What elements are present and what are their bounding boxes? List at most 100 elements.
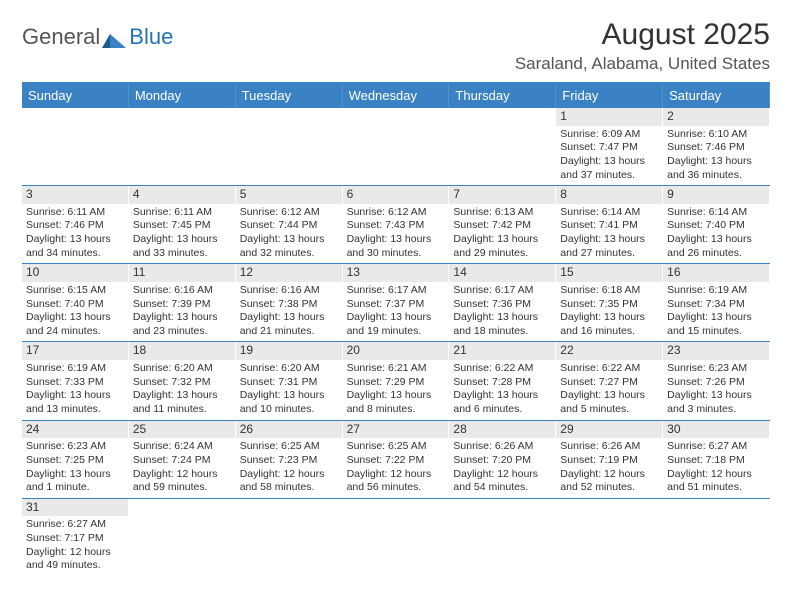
sunset-text: Sunset: 7:46 PM	[667, 141, 765, 155]
day-number: 28	[449, 421, 555, 439]
sunrise-text: Sunrise: 6:26 AM	[453, 440, 551, 454]
sunrise-text: Sunrise: 6:09 AM	[560, 128, 658, 142]
calendar-cell-empty	[343, 499, 450, 576]
week-row: 24Sunrise: 6:23 AMSunset: 7:25 PMDayligh…	[22, 421, 770, 499]
daylight-text: Daylight: 12 hours and 54 minutes.	[453, 468, 551, 495]
calendar-cell-empty	[22, 108, 129, 185]
daylight-text: Daylight: 13 hours and 24 minutes.	[26, 311, 124, 338]
sunset-text: Sunset: 7:40 PM	[26, 298, 124, 312]
dayheader-tue: Tuesday	[236, 83, 343, 108]
sunset-text: Sunset: 7:46 PM	[26, 219, 124, 233]
calendar-cell: 20Sunrise: 6:21 AMSunset: 7:29 PMDayligh…	[343, 342, 450, 419]
daylight-text: Daylight: 13 hours and 3 minutes.	[667, 389, 765, 416]
day-number: 12	[236, 264, 342, 282]
sunrise-text: Sunrise: 6:19 AM	[667, 284, 765, 298]
calendar-cell-empty	[449, 499, 556, 576]
calendar-cell: 2Sunrise: 6:10 AMSunset: 7:46 PMDaylight…	[663, 108, 770, 185]
calendar-cell: 12Sunrise: 6:16 AMSunset: 7:38 PMDayligh…	[236, 264, 343, 341]
calendar-cell: 7Sunrise: 6:13 AMSunset: 7:42 PMDaylight…	[449, 186, 556, 263]
sunrise-text: Sunrise: 6:16 AM	[133, 284, 231, 298]
sunset-text: Sunset: 7:18 PM	[667, 454, 765, 468]
day-number: 29	[556, 421, 662, 439]
sunset-text: Sunset: 7:17 PM	[26, 532, 124, 546]
calendar-cell-empty	[129, 108, 236, 185]
calendar-cell: 21Sunrise: 6:22 AMSunset: 7:28 PMDayligh…	[449, 342, 556, 419]
day-number: 20	[343, 342, 449, 360]
week-row: 1Sunrise: 6:09 AMSunset: 7:47 PMDaylight…	[22, 108, 770, 186]
week-row: 10Sunrise: 6:15 AMSunset: 7:40 PMDayligh…	[22, 264, 770, 342]
day-number: 26	[236, 421, 342, 439]
daylight-text: Daylight: 13 hours and 37 minutes.	[560, 155, 658, 182]
day-number: 14	[449, 264, 555, 282]
header: General Blue August 2025 Saraland, Alaba…	[22, 18, 770, 74]
sunset-text: Sunset: 7:29 PM	[347, 376, 445, 390]
sunrise-text: Sunrise: 6:13 AM	[453, 206, 551, 220]
daylight-text: Daylight: 13 hours and 16 minutes.	[560, 311, 658, 338]
sunrise-text: Sunrise: 6:25 AM	[240, 440, 338, 454]
day-number: 2	[663, 108, 769, 126]
daylight-text: Daylight: 12 hours and 52 minutes.	[560, 468, 658, 495]
calendar-cell: 5Sunrise: 6:12 AMSunset: 7:44 PMDaylight…	[236, 186, 343, 263]
daylight-text: Daylight: 13 hours and 8 minutes.	[347, 389, 445, 416]
dayheader-thu: Thursday	[449, 83, 556, 108]
sunrise-text: Sunrise: 6:14 AM	[560, 206, 658, 220]
calendar-cell: 15Sunrise: 6:18 AMSunset: 7:35 PMDayligh…	[556, 264, 663, 341]
sunrise-text: Sunrise: 6:11 AM	[133, 206, 231, 220]
sunrise-text: Sunrise: 6:16 AM	[240, 284, 338, 298]
day-number: 31	[22, 499, 128, 517]
day-number: 5	[236, 186, 342, 204]
day-number: 8	[556, 186, 662, 204]
day-number: 16	[663, 264, 769, 282]
sunrise-text: Sunrise: 6:19 AM	[26, 362, 124, 376]
sunset-text: Sunset: 7:31 PM	[240, 376, 338, 390]
daylight-text: Daylight: 13 hours and 23 minutes.	[133, 311, 231, 338]
calendar-cell: 10Sunrise: 6:15 AMSunset: 7:40 PMDayligh…	[22, 264, 129, 341]
calendar-cell: 3Sunrise: 6:11 AMSunset: 7:46 PMDaylight…	[22, 186, 129, 263]
daylight-text: Daylight: 13 hours and 15 minutes.	[667, 311, 765, 338]
sunset-text: Sunset: 7:42 PM	[453, 219, 551, 233]
day-number: 10	[22, 264, 128, 282]
day-number: 24	[22, 421, 128, 439]
calendar-cell: 16 Sunrise: 6:19 AMSunset: 7:34 PMDayligh…	[663, 264, 770, 341]
calendar-cell: 29Sunrise: 6:26 AMSunset: 7:19 PMDayligh…	[556, 421, 663, 498]
dayheader-fri: Friday	[556, 83, 663, 108]
daylight-text: Daylight: 13 hours and 13 minutes.	[26, 389, 124, 416]
calendar-cell: 19Sunrise: 6:20 AMSunset: 7:31 PMDayligh…	[236, 342, 343, 419]
calendar-cell-empty	[343, 108, 450, 185]
sunrise-text: Sunrise: 6:22 AM	[560, 362, 658, 376]
daylight-text: Daylight: 13 hours and 26 minutes.	[667, 233, 765, 260]
calendar-cell: 9Sunrise: 6:14 AMSunset: 7:40 PMDaylight…	[663, 186, 770, 263]
day-number: 9	[663, 186, 769, 204]
daylight-text: Daylight: 12 hours and 59 minutes.	[133, 468, 231, 495]
calendar-cell: 28Sunrise: 6:26 AMSunset: 7:20 PMDayligh…	[449, 421, 556, 498]
day-number: 6	[343, 186, 449, 204]
sunset-text: Sunset: 7:44 PM	[240, 219, 338, 233]
dayheader-mon: Monday	[129, 83, 236, 108]
day-number: 19	[236, 342, 342, 360]
daylight-text: Daylight: 13 hours and 5 minutes.	[560, 389, 658, 416]
calendar-cell: 18Sunrise: 6:20 AMSunset: 7:32 PMDayligh…	[129, 342, 236, 419]
day-number: 15	[556, 264, 662, 282]
daylight-text: Daylight: 12 hours and 56 minutes.	[347, 468, 445, 495]
daylight-text: Daylight: 13 hours and 10 minutes.	[240, 389, 338, 416]
daylight-text: Daylight: 13 hours and 32 minutes.	[240, 233, 338, 260]
sunset-text: Sunset: 7:47 PM	[560, 141, 658, 155]
calendar-cell: 4Sunrise: 6:11 AMSunset: 7:45 PMDaylight…	[129, 186, 236, 263]
calendar-cell: 17Sunrise: 6:19 AMSunset: 7:33 PMDayligh…	[22, 342, 129, 419]
dayheader-sat: Saturday	[663, 83, 770, 108]
daylight-text: Daylight: 13 hours and 36 minutes.	[667, 155, 765, 182]
sunset-text: Sunset: 7:33 PM	[26, 376, 124, 390]
calendar-cell: 27Sunrise: 6:25 AMSunset: 7:22 PMDayligh…	[343, 421, 450, 498]
sunset-text: Sunset: 7:34 PM	[667, 298, 765, 312]
sunset-text: Sunset: 7:23 PM	[240, 454, 338, 468]
day-number: 13	[343, 264, 449, 282]
daylight-text: Daylight: 12 hours and 49 minutes.	[26, 546, 124, 573]
title-block: August 2025 Saraland, Alabama, United St…	[515, 18, 770, 74]
sunset-text: Sunset: 7:39 PM	[133, 298, 231, 312]
sunrise-text: Sunrise: 6:27 AM	[26, 518, 124, 532]
dayheader-wed: Wednesday	[343, 83, 450, 108]
day-number: 22	[556, 342, 662, 360]
sunset-text: Sunset: 7:19 PM	[560, 454, 658, 468]
daylight-text: Daylight: 12 hours and 51 minutes.	[667, 468, 765, 495]
sunset-text: Sunset: 7:27 PM	[560, 376, 658, 390]
